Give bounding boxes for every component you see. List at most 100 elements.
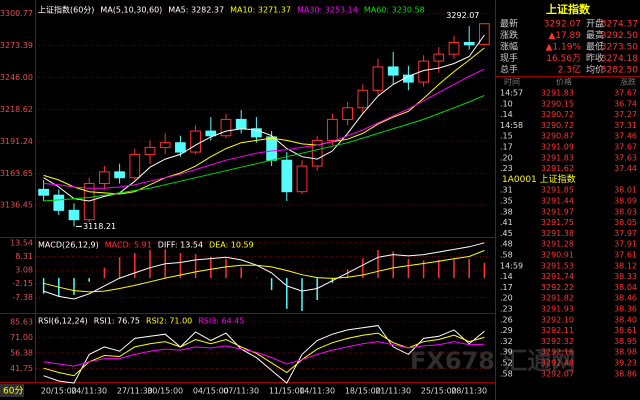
tick-time: .38 (500, 207, 513, 216)
candle-body (479, 23, 490, 45)
tick-time: .52 (500, 359, 513, 368)
price-annotation: 3118.21 (83, 222, 116, 231)
tick-price: 3291.97 (541, 207, 574, 216)
candle-body (448, 41, 460, 55)
tick-time: .32 (500, 337, 513, 346)
quote-label: 涨跌 (500, 30, 518, 41)
legend-entry: RSI2: 71.00 (146, 317, 192, 326)
x-tick-label: 30/15:00 (147, 387, 183, 396)
x-tick-label: 24/11:30 (71, 387, 107, 396)
tick-price: 3292.32 (541, 337, 574, 346)
legend-entry: MA(5,10,30,60) (100, 6, 162, 15)
tick-change: 37.67 (614, 143, 637, 152)
x-tick-label: 20/15:00 (41, 387, 77, 396)
candle-body (114, 171, 125, 179)
tick-change: 38.86 (614, 369, 637, 378)
tick-price: 3291.83 (541, 89, 574, 98)
candle-body (251, 128, 262, 138)
candle-body (175, 142, 186, 153)
y-tick-label: 3218.62 (0, 105, 33, 114)
indicator-line (43, 68, 485, 189)
tick-price: 3291.09 (541, 143, 574, 152)
tick-time: .58 (500, 369, 513, 378)
candle-body (372, 66, 384, 91)
legend-entry: MACD(26,12,9) (38, 241, 99, 250)
tick-price: 3291.85 (541, 186, 574, 195)
tick-time: 14:59 (500, 261, 523, 270)
tick-price: 3290.91 (541, 251, 574, 260)
legend-entry: MA5: 3282.37 (168, 6, 224, 15)
tick-change: 38.98 (614, 348, 637, 357)
indicator-line (43, 94, 485, 202)
tick-change: 38.03 (614, 207, 637, 216)
candle-body (463, 41, 475, 46)
quote-value: ▲1.19% (545, 43, 581, 53)
quote-value: 3274.37 (601, 20, 638, 30)
tick-change: 38.33 (614, 272, 637, 281)
legend-entry: RSI(6,12,24) (38, 317, 88, 326)
y-tick-label: 3136.45 (0, 201, 33, 210)
tick-time: .23 (500, 305, 513, 314)
tick-price: 3292.07 (541, 369, 574, 378)
candle-body (38, 188, 49, 196)
tick-change: 37.46 (614, 132, 637, 141)
legend-entry: DEA: 10.59 (209, 241, 254, 250)
candle-body (311, 139, 323, 167)
tick-time: .45 (500, 229, 513, 238)
tick-time: .58 (500, 251, 513, 260)
legend-entry: RSI3: 64.45 (198, 317, 244, 326)
x-tick-label: 04/15:00 (193, 387, 229, 396)
indicator-line (43, 341, 485, 367)
tick-price: 3290.15 (541, 99, 574, 108)
y-tick-label: 71.00 (10, 333, 33, 342)
tick-time: .31 (500, 186, 513, 195)
candle-body (205, 130, 217, 137)
legend-entry: MACD: 5.91 (105, 241, 152, 250)
tick-change: 38.46 (614, 294, 637, 303)
quote-label: 昨收 (586, 52, 604, 64)
quote-label: 最新 (500, 18, 518, 30)
tick-price: 3291.74 (541, 272, 574, 281)
tick-price: 3291.38 (541, 229, 574, 238)
tick-change: 37.63 (614, 153, 637, 162)
tick-change: 38.05 (614, 218, 637, 227)
tick-time: .41 (500, 218, 513, 227)
indicator-line (43, 250, 485, 293)
candle-body (296, 165, 308, 193)
tick-time: .14 (500, 272, 513, 281)
column-header: 涨跌 (620, 77, 636, 87)
tick-time: .29 (500, 326, 513, 335)
tick-time: .17 (500, 283, 513, 292)
column-header: 时间 (504, 77, 520, 87)
period-box[interactable] (0, 384, 24, 397)
candle-body (281, 159, 293, 193)
candle-body (418, 60, 429, 83)
y-tick-label: 8.31 (15, 252, 33, 261)
indicator-line (43, 332, 485, 377)
tick-time: .35 (500, 197, 513, 206)
x-tick-label: 11/15:00 (269, 387, 305, 396)
tick-time: .20 (500, 153, 513, 162)
candle-body (144, 146, 156, 155)
column-header: 价格 (556, 77, 572, 87)
tick-change: 38.12 (614, 261, 637, 270)
tick-price: 3290.72 (541, 110, 574, 119)
candle-body (68, 209, 80, 221)
candle-body (220, 118, 232, 137)
watermark: FX678 汇通网 (410, 347, 575, 375)
y-tick-label: 3246.00 (0, 73, 33, 82)
candle-body (433, 53, 445, 62)
candle-body (327, 118, 338, 141)
quote-value: 3273.50 (601, 43, 638, 53)
period-label[interactable]: 60分 (3, 386, 23, 397)
indicator-line (43, 325, 485, 384)
tick-change: 36.74 (614, 99, 637, 108)
y-tick-label: 85.63 (10, 317, 33, 326)
tick-change: 37.31 (614, 121, 637, 130)
candle-body (159, 142, 171, 148)
quote-value: 2.3亿 (558, 64, 581, 76)
y-tick-label: 13.54 (10, 238, 33, 247)
tick-price: 3291.28 (541, 240, 574, 249)
